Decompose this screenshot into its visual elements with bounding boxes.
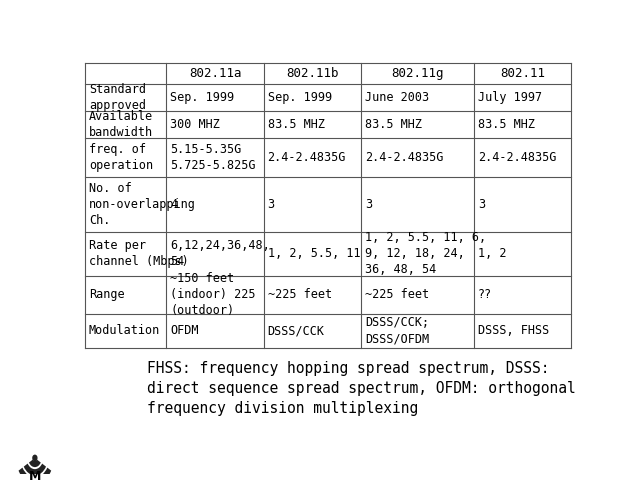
Text: ??: ?? [478, 288, 492, 301]
Text: DSSS/CCK;
DSSS/OFDM: DSSS/CCK; DSSS/OFDM [365, 316, 429, 346]
Text: Sep. 1999: Sep. 1999 [170, 91, 234, 104]
Text: 802.11b: 802.11b [286, 67, 339, 80]
Text: FHSS: frequency hopping spread spectrum, DSSS:
direct sequence spread spectrum, : FHSS: frequency hopping spread spectrum,… [147, 361, 576, 416]
Text: 802.11: 802.11 [500, 67, 545, 80]
Text: ~225 feet: ~225 feet [268, 288, 332, 301]
Text: 6,12,24,36,48,
54: 6,12,24,36,48, 54 [170, 239, 270, 268]
Text: No. of
non-overlapping
Ch.: No. of non-overlapping Ch. [89, 182, 196, 227]
Text: Modulation: Modulation [89, 324, 160, 337]
Text: 2.4-2.4835G: 2.4-2.4835G [268, 151, 346, 164]
Text: freq. of
operation: freq. of operation [89, 144, 153, 172]
Text: 3: 3 [268, 198, 275, 211]
Text: M: M [29, 470, 41, 480]
Text: July 1997: July 1997 [478, 91, 542, 104]
Text: 5.15-5.35G
5.725-5.825G: 5.15-5.35G 5.725-5.825G [170, 144, 256, 172]
Wedge shape [19, 468, 51, 480]
Text: Available
bandwidth: Available bandwidth [89, 110, 153, 139]
Text: 1, 2, 5.5, 11, 6,
9, 12, 18, 24,
36, 48, 54: 1, 2, 5.5, 11, 6, 9, 12, 18, 24, 36, 48,… [365, 231, 486, 276]
Wedge shape [29, 459, 41, 467]
Text: OFDM: OFDM [170, 324, 199, 337]
Text: 802.11g: 802.11g [391, 67, 444, 80]
Text: ~225 feet: ~225 feet [365, 288, 429, 301]
Text: Sep. 1999: Sep. 1999 [268, 91, 332, 104]
Text: 83.5 MHZ: 83.5 MHZ [478, 119, 535, 132]
Text: 4: 4 [170, 198, 177, 211]
Circle shape [33, 456, 37, 461]
Text: Standard
approved: Standard approved [89, 83, 146, 112]
Text: June 2003: June 2003 [365, 91, 429, 104]
Text: 2.4-2.4835G: 2.4-2.4835G [478, 151, 556, 164]
Text: 83.5 MHZ: 83.5 MHZ [365, 119, 422, 132]
Text: 1, 2, 5.5, 11: 1, 2, 5.5, 11 [268, 247, 360, 260]
Wedge shape [24, 464, 46, 475]
Text: Rate per
channel (Mbps): Rate per channel (Mbps) [89, 239, 189, 268]
Text: ~150 feet
(indoor) 225
(outdoor): ~150 feet (indoor) 225 (outdoor) [170, 272, 256, 317]
Text: DSSS, FHSS: DSSS, FHSS [478, 324, 549, 337]
Text: 2.4-2.4835G: 2.4-2.4835G [365, 151, 443, 164]
Text: 3: 3 [478, 198, 485, 211]
Text: 83.5 MHZ: 83.5 MHZ [268, 119, 324, 132]
Text: 300 MHZ: 300 MHZ [170, 119, 220, 132]
Text: 1, 2: 1, 2 [478, 247, 506, 260]
Text: Range: Range [89, 288, 125, 301]
Text: 3: 3 [365, 198, 372, 211]
Text: DSSS/CCK: DSSS/CCK [268, 324, 324, 337]
Text: 802.11a: 802.11a [189, 67, 241, 80]
